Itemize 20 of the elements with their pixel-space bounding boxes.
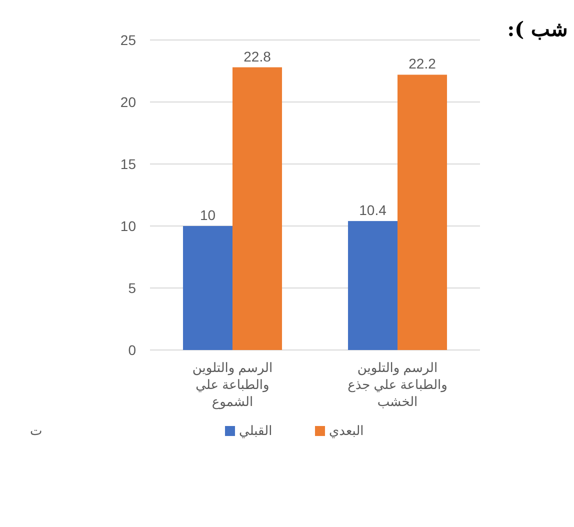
data-label: 10 [200, 207, 216, 223]
data-label: 22.2 [408, 56, 436, 72]
legend-label: البعدي [329, 423, 364, 439]
y-tick-label: 10 [120, 218, 136, 234]
x-tick-label: الرسم والتلوين والطباعة علي الشموع [192, 360, 273, 410]
data-label: 10.4 [359, 202, 387, 218]
bar [348, 221, 398, 350]
bar [232, 67, 282, 350]
text: ت [30, 423, 42, 438]
x-tick-label: الرسم والتلوين والطباعة علي جذع الخشب [348, 360, 448, 409]
y-tick-label: 5 [128, 280, 136, 296]
data-label: 22.8 [244, 48, 272, 64]
y-tick-label: 25 [120, 32, 136, 48]
y-tick-label: 0 [128, 342, 136, 358]
bar [183, 226, 232, 350]
y-tick-label: 15 [120, 156, 136, 172]
y-tick-label: 20 [120, 94, 136, 110]
legend-label: القبلي [239, 423, 272, 439]
bar [398, 74, 447, 350]
text: شب ): [507, 17, 568, 41]
